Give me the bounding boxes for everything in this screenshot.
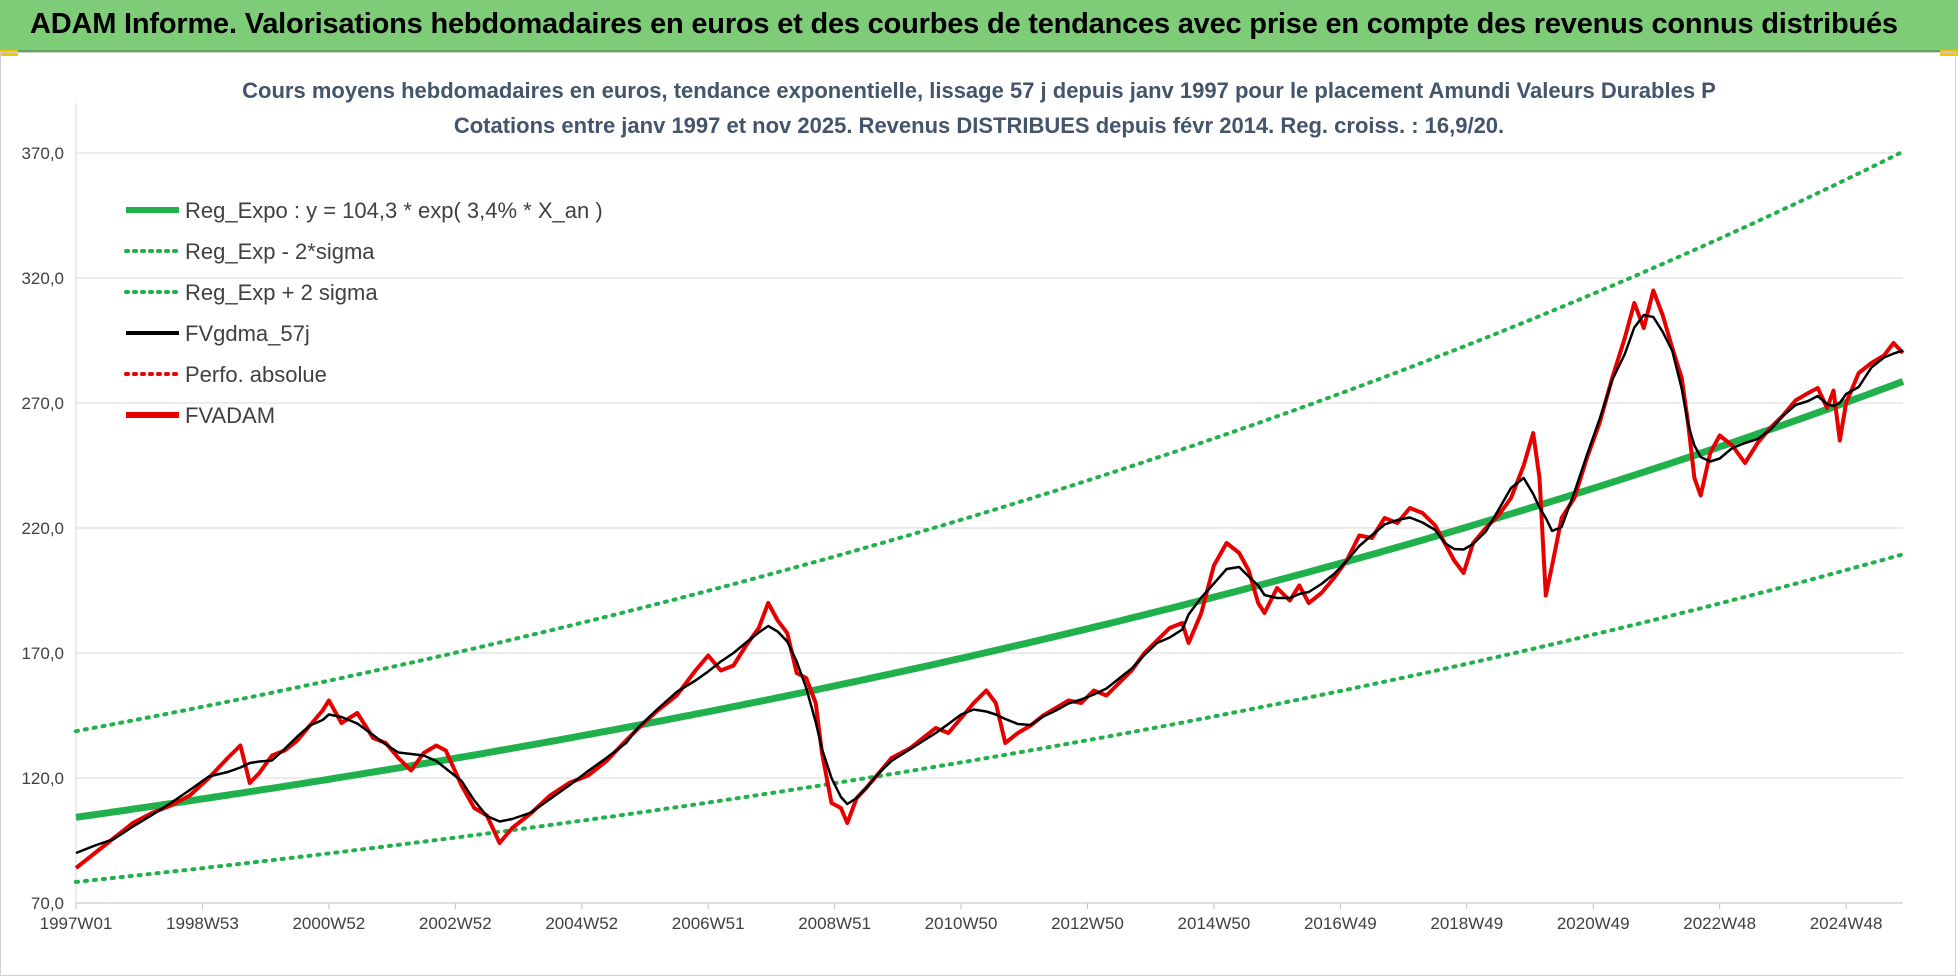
legend-label: Perfo. absolue xyxy=(185,362,327,387)
x-tick-label: 2016W49 xyxy=(1304,914,1377,933)
x-tick-label: 2010W50 xyxy=(925,914,998,933)
x-tick-label: 2008W51 xyxy=(798,914,871,933)
x-tick-label: 2004W52 xyxy=(545,914,618,933)
x-tick-label: 1998W53 xyxy=(166,914,239,933)
chart-subtitle: Cotations entre janv 1997 et nov 2025. R… xyxy=(454,113,1504,138)
chart-svg: Cours moyens hebdomadaires en euros, ten… xyxy=(21,78,1905,933)
y-tick-label: 120,0 xyxy=(21,769,64,788)
corner-marker-left xyxy=(0,50,18,56)
corner-marker-right xyxy=(1940,50,1958,56)
x-tick-label: 2024W48 xyxy=(1810,914,1883,933)
x-tick-label: 2020W49 xyxy=(1557,914,1630,933)
y-tick-label: 370,0 xyxy=(21,144,64,163)
x-tick-label: 2012W50 xyxy=(1051,914,1124,933)
legend-label: Reg_Exp + 2 sigma xyxy=(185,280,378,305)
legend-label: Reg_Expo : y = 104,3 * exp( 3,4% * X_an … xyxy=(185,198,603,223)
x-tick-label: 1997W01 xyxy=(40,914,113,933)
report-banner: ADAM Informe. Valorisations hebdomadaire… xyxy=(0,0,1958,52)
chart-container: Cours moyens hebdomadaires en euros, ten… xyxy=(0,52,1956,976)
fvadam-line xyxy=(74,288,1905,870)
x-tick-label: 2022W48 xyxy=(1683,914,1756,933)
x-tick-label: 2014W50 xyxy=(1178,914,1251,933)
trend-line xyxy=(75,378,1905,821)
y-tick-label: 220,0 xyxy=(21,519,64,538)
x-tick-label: 2018W49 xyxy=(1430,914,1503,933)
legend-label: FVgdma_57j xyxy=(185,321,310,346)
legend-label: Reg_Exp - 2*sigma xyxy=(185,239,375,264)
y-tick-label: 170,0 xyxy=(21,644,64,663)
x-tick-label: 2002W52 xyxy=(419,914,492,933)
y-tick-label: 270,0 xyxy=(21,394,64,413)
smoothed-line xyxy=(75,313,1904,855)
sigma-upper-line xyxy=(74,149,1905,734)
chart-title: Cours moyens hebdomadaires en euros, ten… xyxy=(242,78,1716,103)
legend-label: FVADAM xyxy=(185,403,275,428)
y-tick-label: 320,0 xyxy=(21,269,64,288)
report-title: ADAM Informe. Valorisations hebdomadaire… xyxy=(30,8,1898,40)
sigma-lower-line xyxy=(74,552,1905,884)
y-tick-label: 70,0 xyxy=(31,894,64,913)
x-tick-label: 2000W52 xyxy=(292,914,365,933)
x-tick-label: 2006W51 xyxy=(672,914,745,933)
